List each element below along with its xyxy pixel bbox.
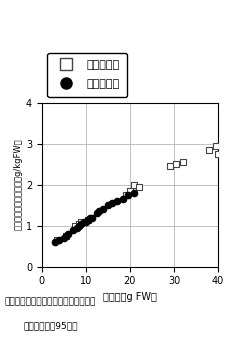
Point	[64, 233, 68, 239]
Y-axis label: 塡根のタンパク質濃度（g/kgFW）: 塡根のタンパク質濃度（g/kgFW）	[14, 139, 23, 231]
Point	[95, 211, 98, 216]
Point	[86, 217, 90, 222]
Point	[75, 225, 79, 231]
Point	[77, 223, 81, 228]
Point	[121, 196, 125, 202]
Point	[97, 209, 100, 214]
Point	[73, 223, 76, 228]
Point	[128, 188, 131, 194]
Point	[106, 202, 109, 208]
Point	[53, 239, 57, 245]
Point	[66, 231, 70, 237]
Point	[90, 215, 94, 220]
Point	[101, 207, 105, 212]
Legend: ベニオトメ, ベニハヤト: ベニオトメ, ベニハヤト	[47, 53, 127, 97]
Point	[136, 184, 140, 189]
Point	[114, 198, 118, 204]
Point	[207, 147, 210, 153]
Text: 濃度の関係（95年）: 濃度の関係（95年）	[23, 321, 77, 330]
Point	[123, 192, 127, 198]
Point	[215, 151, 219, 157]
Point	[167, 163, 171, 169]
Point	[110, 200, 114, 206]
X-axis label: 塡根重（g FW）: 塡根重（g FW）	[103, 292, 156, 302]
Point	[180, 159, 184, 165]
Text: 図１．　塊根収量と塊根のタンパク質: 図１． 塊根収量と塊根のタンパク質	[5, 298, 96, 306]
Point	[79, 221, 83, 226]
Point	[64, 233, 68, 239]
Point	[62, 235, 65, 241]
Point	[132, 190, 136, 196]
Point	[79, 219, 83, 224]
Point	[88, 215, 92, 220]
Point	[70, 227, 74, 233]
Point	[55, 237, 59, 243]
Point	[86, 217, 90, 222]
Point	[84, 219, 87, 224]
Point	[57, 237, 61, 243]
Point	[82, 219, 85, 224]
Point	[213, 143, 217, 148]
Point	[125, 192, 129, 198]
Point	[132, 182, 136, 187]
Point	[174, 161, 177, 167]
Point	[77, 221, 81, 226]
